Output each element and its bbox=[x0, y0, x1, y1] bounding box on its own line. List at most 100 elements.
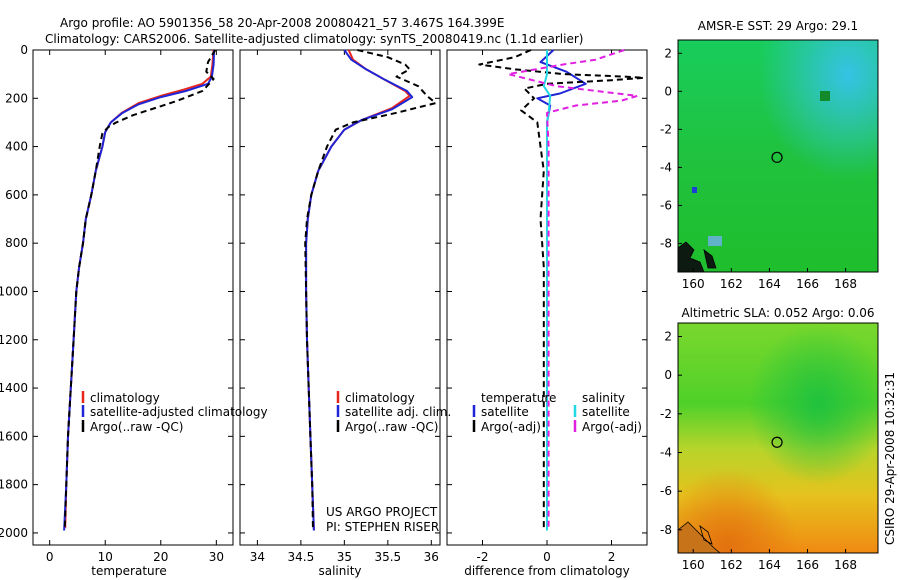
temperature-panel: 0 10 20 30 0 200 400 600 800 1000 1200 1400 1600 1800… bbox=[0, 43, 268, 578]
difference-legend: temperature satellite Argo(-adj) salinit… bbox=[472, 391, 642, 434]
x-tick-label: 20 bbox=[153, 550, 168, 564]
legend-label-satellite: satellite adj. clim. bbox=[345, 405, 451, 419]
sst-map-title: AMSR-E SST: 29 Argo: 29.1 bbox=[698, 19, 858, 33]
y-tick-label: 400 bbox=[5, 140, 28, 154]
sst-map-frame bbox=[677, 39, 879, 273]
x-tick-label: 0 bbox=[543, 550, 551, 564]
sla-high-patch bbox=[678, 323, 878, 553]
series-line bbox=[304, 49, 437, 531]
x-tick-label: -2 bbox=[476, 550, 488, 564]
y-tick-label: -6 bbox=[660, 484, 672, 498]
x-tick-label: 162 bbox=[720, 558, 743, 572]
difference-xlabel: difference from climatology bbox=[464, 564, 630, 578]
y-tick-label: 200 bbox=[5, 91, 28, 105]
coastline bbox=[678, 521, 721, 553]
figure-title-line2: Climatology: CARS2006. Satellite-adjuste… bbox=[45, 32, 583, 46]
legend-label-satellite: satellite-adjusted climatology bbox=[90, 405, 268, 419]
y-tick-label: -6 bbox=[660, 198, 672, 212]
series-line bbox=[63, 49, 216, 531]
x-tick-label: 162 bbox=[720, 277, 743, 291]
salinity-panel: 34 34.5 35 35.5 36 salinity climatology sate… bbox=[239, 49, 451, 578]
y-tick-label: -2 bbox=[660, 122, 672, 136]
salinity-ticks: 34 34.5 35 35.5 36 bbox=[240, 49, 440, 564]
x-tick-label: 36 bbox=[424, 550, 439, 564]
sst-pixel-patch bbox=[820, 91, 830, 101]
legend-label-climatology: climatology bbox=[345, 391, 415, 405]
difference-ticks: -2 0 2 bbox=[447, 49, 647, 564]
y-tick-label: 1400 bbox=[0, 381, 28, 395]
x-tick-label: 168 bbox=[834, 558, 857, 572]
y-tick-label: 1800 bbox=[0, 478, 28, 492]
x-tick-label: 160 bbox=[682, 277, 705, 291]
sla-map-ticks: 160 162 164 166 168 -8 -6 -4 -2 0 2 bbox=[660, 330, 857, 572]
y-tick-label: -2 bbox=[660, 407, 672, 421]
series-line bbox=[536, 49, 587, 531]
legend-label-argo: Argo(..raw -QC) bbox=[345, 420, 438, 434]
coastline-island bbox=[699, 524, 713, 545]
y-tick-label: 0 bbox=[664, 368, 672, 382]
credit-timestamp: CSIRO 29-Apr-2008 10:32:31 bbox=[883, 372, 897, 545]
y-tick-label: 1200 bbox=[0, 333, 28, 347]
legend-label-climatology: climatology bbox=[90, 391, 160, 405]
x-tick-label: 34.5 bbox=[288, 550, 315, 564]
difference-panel: -2 0 2 difference from climatology tempera… bbox=[446, 49, 648, 578]
y-tick-label: 0 bbox=[664, 84, 672, 98]
series-line bbox=[305, 49, 414, 531]
salinity-axes-frame bbox=[239, 49, 441, 546]
x-tick-label: 34 bbox=[250, 550, 265, 564]
y-tick-label: 1000 bbox=[0, 284, 28, 298]
y-tick-label: -8 bbox=[660, 236, 672, 250]
y-tick-label: -4 bbox=[660, 445, 672, 459]
x-tick-label: 10 bbox=[98, 550, 113, 564]
sst-pixel-cyan bbox=[708, 236, 722, 246]
x-tick-label: 2 bbox=[608, 550, 616, 564]
legend-label-temp-satellite: satellite bbox=[481, 405, 529, 419]
salinity-legend: climatology satellite adj. clim. Argo(..… bbox=[336, 391, 451, 434]
sst-warm-patch bbox=[678, 40, 878, 272]
x-tick-label: 166 bbox=[796, 558, 819, 572]
salinity-series bbox=[304, 49, 437, 531]
x-tick-label: 35.5 bbox=[374, 550, 401, 564]
series-line bbox=[507, 49, 639, 531]
series-line bbox=[542, 50, 552, 531]
x-tick-label: 164 bbox=[758, 558, 781, 572]
salinity-xlabel: salinity bbox=[318, 564, 361, 578]
legend-header-temperature: temperature bbox=[481, 391, 556, 405]
sst-map-panel: AMSR-E SST: 29 Argo: 29.1 160 162 164 166 16… bbox=[660, 19, 879, 291]
y-tick-label: 1600 bbox=[0, 429, 28, 443]
series-line bbox=[64, 49, 215, 529]
y-tick-label: 2 bbox=[664, 46, 672, 60]
y-tick-label: -8 bbox=[660, 523, 672, 537]
legend-header-salinity: salinity bbox=[582, 391, 625, 405]
series-line bbox=[63, 49, 217, 531]
x-tick-label: 168 bbox=[834, 277, 857, 291]
x-tick-label: 160 bbox=[682, 558, 705, 572]
legend-label-temp-argo: Argo(-adj) bbox=[481, 420, 541, 434]
y-tick-label: 600 bbox=[5, 188, 28, 202]
legend-label-sal-satellite: satellite bbox=[582, 405, 630, 419]
temperature-legend: climatology satellite-adjusted climatolo… bbox=[81, 391, 268, 434]
temperature-ticks: 0 10 20 30 0 200 400 600 800 1000 1200 1400 1600 1800… bbox=[0, 43, 233, 564]
legend-label-sal-argo: Argo(-adj) bbox=[582, 420, 642, 434]
coastline bbox=[678, 241, 705, 272]
x-tick-label: 35 bbox=[337, 550, 352, 564]
pi-annotation: PI: STEPHEN RISER bbox=[326, 520, 439, 534]
argo-position-marker bbox=[771, 436, 783, 448]
difference-series bbox=[478, 49, 645, 531]
y-tick-label: 2000 bbox=[0, 526, 28, 540]
sla-map-panel: Altimetric SLA: 0.052 Argo: 0.06 160 162 1… bbox=[660, 306, 879, 572]
x-tick-label: 0 bbox=[46, 550, 54, 564]
y-tick-label: -4 bbox=[660, 160, 672, 174]
y-tick-label: 800 bbox=[5, 236, 28, 250]
x-tick-label: 166 bbox=[796, 277, 819, 291]
coastline-island bbox=[703, 249, 717, 269]
x-tick-label: 30 bbox=[209, 550, 224, 564]
y-tick-label: 0 bbox=[20, 43, 28, 57]
sla-map-frame bbox=[677, 322, 879, 554]
sst-map-ticks: 160 162 164 166 168 -8 -6 -4 -2 0 2 bbox=[660, 46, 857, 291]
legend-label-argo: Argo(..raw -QC) bbox=[90, 420, 183, 434]
temperature-axes-frame bbox=[32, 49, 234, 546]
figure-title-line1: Argo profile: AO 5901356_58 20-Apr-2008 … bbox=[60, 16, 504, 30]
argo-position-marker bbox=[771, 151, 783, 163]
y-tick-label: 2 bbox=[664, 330, 672, 344]
